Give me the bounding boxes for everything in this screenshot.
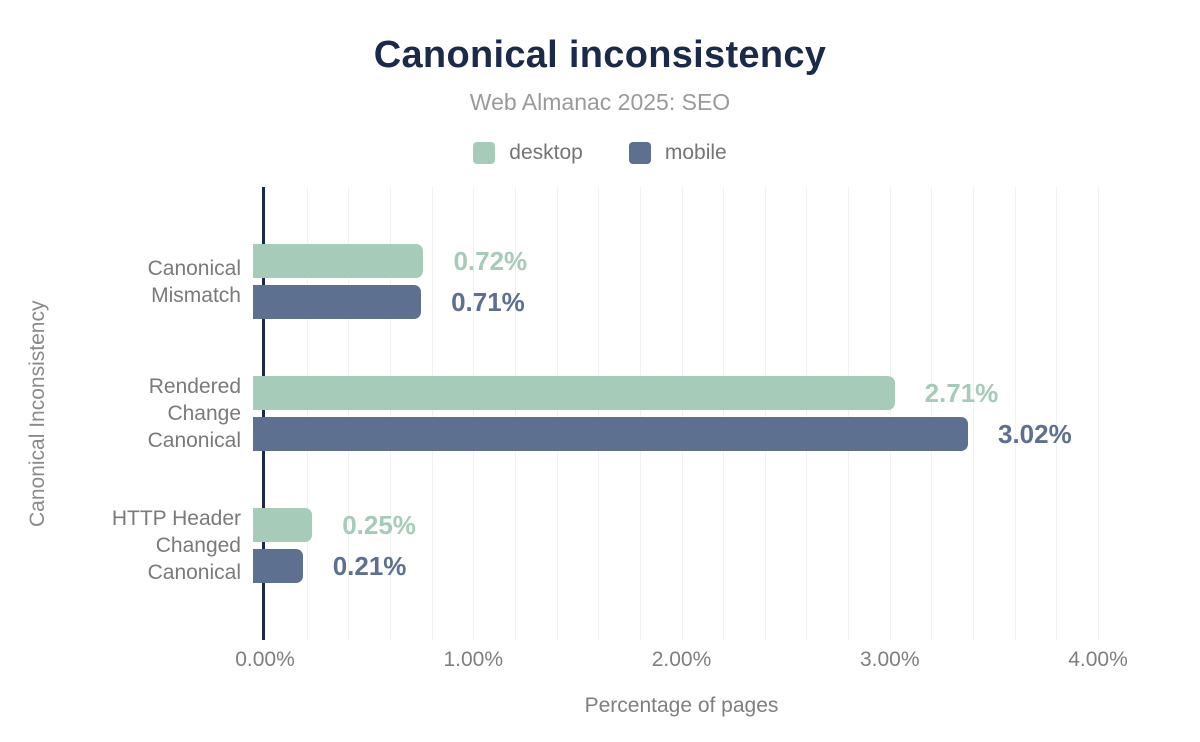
desktop-bar-rendered-change-canonical [253,376,895,410]
bar-row-desktop: 0.72% [253,244,1200,278]
bar-group-canonical-mismatch: Canonical Mismatch 0.72% 0.71% [0,244,1200,319]
x-tick-3-00: 3.00% [859,648,920,671]
legend-swatch-mobile [628,142,651,164]
x-tick-1-00: 1.00% [443,648,504,671]
desktop-bar-value: 0.25% [342,509,416,540]
bar-row-mobile: 0.71% [253,285,1200,319]
gridline [1056,187,1058,640]
gridline [556,187,558,640]
gridline [931,187,933,640]
gridline [431,187,433,640]
gridline [1014,187,1016,640]
gridline [389,187,391,640]
gridline [806,187,808,640]
mobile-bar-canonical-mismatch [253,285,422,319]
chart-title: Canonical inconsistency [373,34,827,76]
category-label-http-header-changed-canonical: HTTP Header Changed Canonical [111,507,241,584]
chart-body: Canonical Mismatch 0.72% 0.71% Rendered Cha… [0,187,1200,640]
legend-item-mobile[interactable]: mobile [628,141,727,165]
category-label-canonical-mismatch: Canonical Mismatch [147,256,241,307]
gridline [598,187,600,640]
x-tick-0-00: 0.00% [235,648,295,671]
gridline [681,187,683,640]
gridline [973,187,975,640]
mobile-bar-value: 0.21% [332,550,407,581]
legend-label: mobile [664,141,727,164]
plot-area [265,187,1099,640]
x-tick-4-00: 4.00% [1068,648,1128,671]
desktop-bar-value: 0.72% [453,245,528,276]
bar-groups: Canonical Mismatch 0.72% 0.71% Rendered Cha… [0,187,1200,640]
category-label-rendered-change-canonical: Rendered Change Canonical [147,375,241,452]
mobile-bar-rendered-change-canonical [253,417,968,451]
gridline [348,187,350,640]
desktop-bar-http-header-changed-canonical [253,508,313,542]
mobile-bar-value: 0.71% [451,286,525,317]
x-tick-2-00: 2.00% [651,648,712,671]
bar-group-rendered-change-canonical: Rendered Change Canonical 2.71% 3.02% [0,375,1200,452]
desktop-bar-canonical-mismatch [253,244,424,278]
gridline [514,187,516,640]
y-axis-title: Canonical Inconsistency [26,300,49,527]
bar-row-mobile: 0.21% [253,549,1200,583]
legend-label: desktop [509,141,583,164]
bar-row-desktop: 0.25% [253,508,1200,542]
mobile-bar-http-header-changed-canonical [253,549,303,583]
gridline [848,187,850,640]
gridline [889,187,891,640]
gridline [1098,187,1099,640]
desktop-bar-value: 2.71% [924,377,999,408]
gridline [639,187,641,640]
bars-canonical-mismatch: 0.72% 0.71% [253,244,1200,319]
gridline [764,187,766,640]
bar-group-http-header-changed-canonical: HTTP Header Changed Canonical 0.25% 0.21% [0,507,1200,584]
mobile-bar-value: 3.02% [997,418,1072,449]
gridline [473,187,475,640]
legend-swatch-desktop [473,142,496,164]
gridline [306,187,308,640]
gridline [723,187,725,640]
bar-row-mobile: 3.02% [253,417,1200,451]
legend-item-desktop[interactable]: desktop [473,141,583,165]
legend: desktop mobile [0,141,1200,165]
x-axis-title: Percentage of pages [584,694,779,717]
bars-http-header-changed-canonical: 0.25% 0.21% [253,508,1200,583]
y-axis-line [262,187,265,640]
bar-row-desktop: 2.71% [253,376,1200,410]
chart-subtitle: Web Almanac 2025: SEO [469,89,731,115]
x-axis-ticks: 0.00% 1.00% 2.00% 3.00% 4.00% [235,648,1128,674]
bars-rendered-change-canonical: 2.71% 3.02% [253,376,1200,451]
